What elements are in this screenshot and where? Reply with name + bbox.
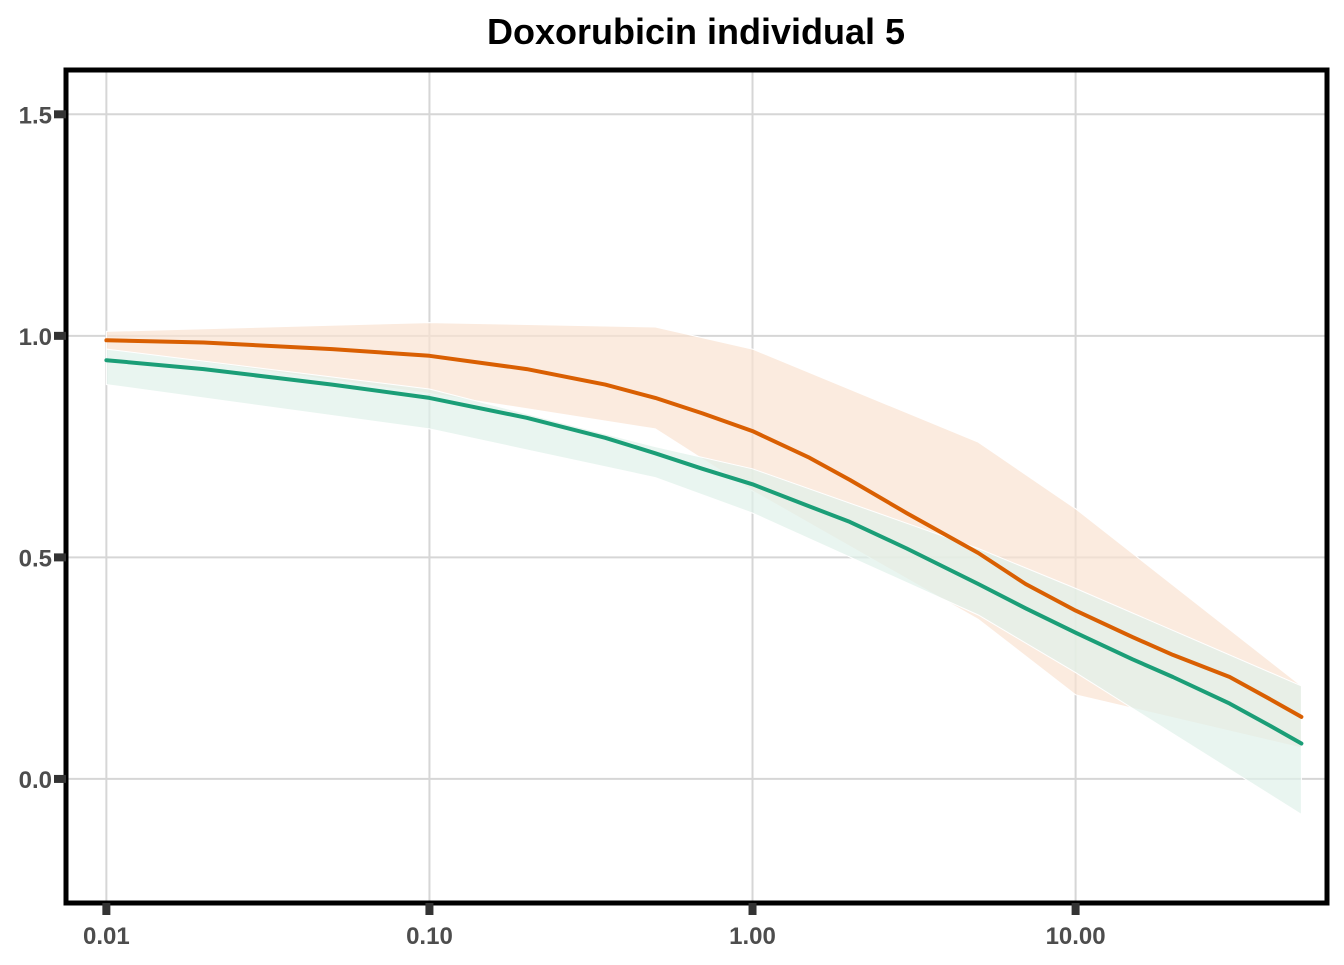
- chart-title: Doxorubicin individual 5: [487, 11, 905, 52]
- x-tick-label-0: 0.01: [83, 923, 130, 950]
- x-tick-label-1: 0.10: [406, 923, 453, 950]
- series-line-2: [104, 358, 1304, 746]
- x-tick-label-3: 10.00: [1046, 923, 1106, 950]
- y-tick-label-1: 0.5: [19, 545, 52, 572]
- plot-frame: [63, 67, 1330, 906]
- y-tick-label-0: 0.0: [19, 767, 52, 794]
- x-tick-label-2: 1.00: [729, 923, 776, 950]
- y-tick-label-2: 1.0: [19, 324, 52, 351]
- band-layer: [105, 322, 1302, 816]
- confidence-band-2: [105, 348, 1302, 816]
- series-line-1: [104, 338, 1304, 719]
- tick-layer: 0.01 0.10 1.00 10.00 0.0 0.5 1.0 1.5: [19, 102, 1106, 950]
- y-tick-label-3: 1.5: [19, 102, 52, 129]
- line-layer: [104, 338, 1304, 746]
